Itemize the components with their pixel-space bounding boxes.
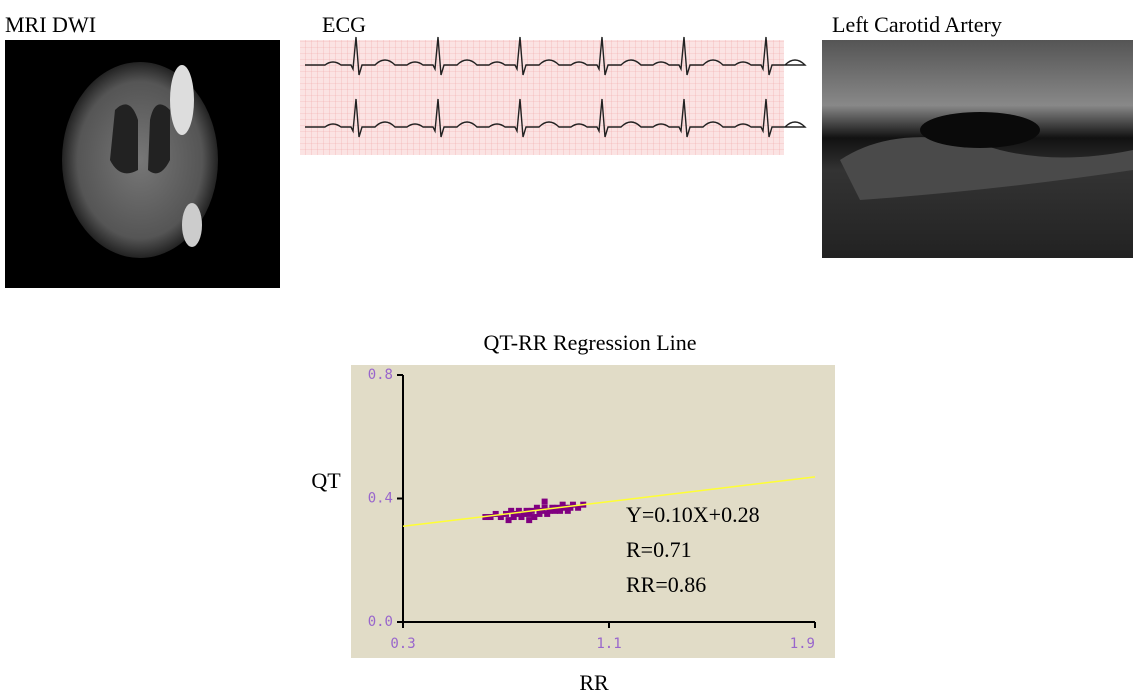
x-axis-label: RR xyxy=(579,670,609,694)
panel-label: MRI DWI xyxy=(5,12,96,37)
annotation: Y=0.10X+0.28 xyxy=(626,502,760,527)
carotid-image xyxy=(822,40,1133,258)
point xyxy=(542,499,548,505)
y-tick-label: 0.4 xyxy=(368,491,393,507)
panel-label: ECG xyxy=(322,12,366,37)
panel-label: Left Carotid Artery xyxy=(832,12,1002,37)
chart-title: QT-RR Regression Line xyxy=(483,330,696,355)
point xyxy=(506,517,512,523)
y-tick-label: 0.0 xyxy=(368,614,393,630)
x-tick-label: 1.9 xyxy=(790,636,815,652)
point xyxy=(526,517,532,523)
annotation: RR=0.86 xyxy=(626,572,706,597)
x-tick-label: 0.3 xyxy=(390,636,415,652)
point xyxy=(557,508,563,514)
x-tick-label: 1.1 xyxy=(596,636,621,652)
mri-image xyxy=(5,40,280,288)
y-axis-label: QT xyxy=(311,468,341,493)
point xyxy=(531,514,537,520)
figure: MRI DWI ECG Left Carotid Artery QT-RR Re… xyxy=(0,0,1133,694)
annotation: R=0.71 xyxy=(626,537,692,562)
y-tick-label: 0.8 xyxy=(368,367,393,383)
plot-background xyxy=(351,365,835,658)
ecg-image xyxy=(300,37,805,155)
